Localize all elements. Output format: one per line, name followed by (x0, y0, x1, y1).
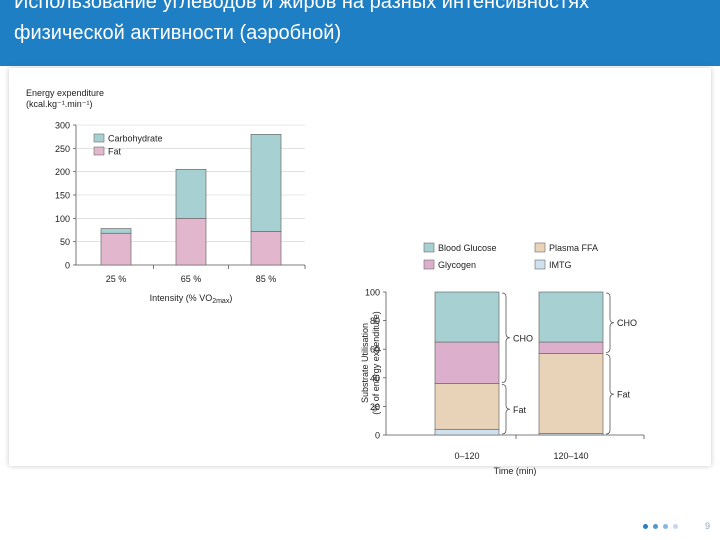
chart1-ytick-label: 300 (55, 121, 70, 131)
chart1-legend-swatch-carbohydrate (93, 133, 105, 143)
chart2-annotation-fat: Fat (617, 390, 631, 400)
page-number: 9 (704, 521, 710, 531)
chart1-ytick-label: 150 (55, 191, 70, 201)
chart2-legend-swatch-plasma-ffa (534, 242, 546, 253)
chart2-xtick-label: 0–120 (454, 451, 479, 461)
chart2-ytick-label: 100 (365, 288, 380, 298)
chart2-bar-blood-glucose (538, 291, 604, 343)
chart2-legend-label-blood-glucose: Blood Glucose (438, 243, 497, 253)
slide-header: Использование углеводов и жиров на разны… (0, 0, 720, 66)
chart2-bar-imtg (434, 428, 500, 436)
chart2-legend-swatch-blood-glucose (423, 242, 435, 253)
chart2-ylabel: Substrate Utilisation (360, 323, 370, 403)
chart1-ytick-label: 50 (60, 237, 70, 247)
chart2-xlabel: Time (min) (494, 466, 537, 476)
chart1-legend-label-carbohydrate: Carbohydrate (108, 134, 163, 144)
nav-dot[interactable] (653, 524, 658, 529)
chart2-xtick-label: 120–140 (553, 451, 588, 461)
chart2-bar-glycogen (538, 341, 604, 354)
chart1-bar-fat (250, 231, 282, 266)
chart2-ytick-label: 80 (370, 316, 380, 326)
chart1-bar-carbohydrate (100, 228, 132, 234)
chart2-bar-plasma-ffa (538, 353, 604, 434)
chart2-ytick-label: 40 (370, 373, 380, 383)
chart2-ytick-label: 0 (375, 431, 380, 441)
chart1-bar-carbohydrate (175, 168, 207, 219)
chart2-ylabel-units: (% of energy expenditure) (371, 311, 381, 415)
chart1-ylabel: Energy expenditure (26, 88, 104, 98)
chart2-legend-swatch-imtg (534, 259, 546, 270)
chart1-bar-fat (175, 217, 207, 266)
chart2-annotation-cho: CHO (513, 333, 533, 343)
chart2-bar-blood-glucose (434, 291, 500, 343)
nav-dot[interactable] (663, 524, 668, 529)
chart2-legend-label-imtg: IMTG (549, 260, 572, 270)
chart2-legend-label-glycogen: Glycogen (438, 260, 476, 270)
chart2-ytick-label: 60 (370, 345, 380, 355)
chart1-ytick-label: 250 (55, 144, 70, 154)
slide-title-line-2: физической активности (аэробной) (14, 22, 342, 44)
chart1-ytick-label: 100 (55, 214, 70, 224)
chart1-ytick-label: 0 (65, 261, 70, 271)
chart1-legend-label-fat: Fat (108, 147, 122, 157)
chart1-legend-swatch-fat (93, 146, 105, 156)
chart1-bar-carbohydrate (250, 133, 282, 232)
chart1-xtick-label: 65 % (181, 274, 202, 284)
chart2-bar-plasma-ffa (434, 383, 500, 430)
chart2-legend-swatch-glycogen (423, 259, 435, 270)
chart2-annotation-cho: CHO (617, 318, 637, 328)
chart1-ytick-label: 200 (55, 167, 70, 177)
chart2-bar-glycogen (434, 341, 500, 384)
chart2-brace-cho (605, 292, 615, 353)
nav-dot[interactable] (643, 524, 648, 529)
chart1-bar-fat (100, 232, 132, 266)
chart2-brace-fat (501, 384, 511, 435)
chart1-ylabel-units: (kcal.kg⁻¹.min⁻¹) (26, 99, 93, 109)
chart2-annotation-fat: Fat (513, 405, 527, 415)
chart2-brace-fat (605, 354, 615, 435)
chart2-legend-label-plasma-ffa: Plasma FFA (549, 243, 598, 253)
chart1-xtick-label: 25 % (106, 274, 127, 284)
chart1-xtick-label: 85 % (256, 274, 277, 284)
slide-title-line-1: Использование углеводов и жиров на разны… (14, 0, 590, 13)
nav-dot[interactable] (673, 524, 678, 529)
chart1-xlabel: Intensity (% VO2max) (150, 293, 233, 305)
chart2-brace-cho (501, 292, 511, 383)
chart2-ytick-label: 20 (370, 402, 380, 412)
